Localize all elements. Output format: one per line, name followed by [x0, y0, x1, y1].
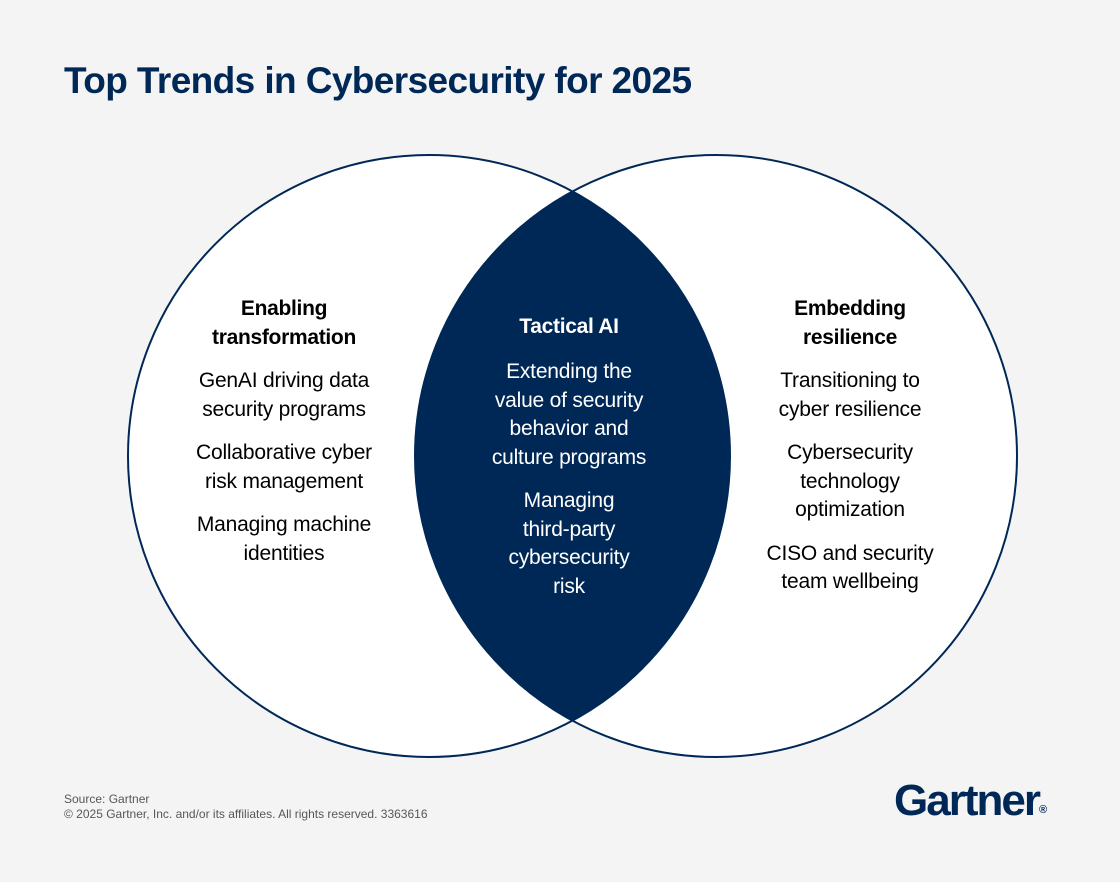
- page-title: Top Trends in Cybersecurity for 2025: [64, 60, 692, 101]
- trend-item: Managing machine identities: [196, 513, 372, 565]
- center-group: Tactical AI Extending the value of secur…: [491, 312, 647, 601]
- left-group: Enabling transformation GenAI driving da…: [196, 294, 372, 568]
- trend-item: Managing third-party cybersecurity risk: [508, 489, 630, 598]
- source-text: Source: Gartner: [64, 792, 150, 806]
- left-heading: Enabling transformation: [212, 297, 356, 349]
- trend-item: Transitioning to cyber resilience: [778, 369, 922, 421]
- footer-source: Source: Gartner © 2025 Gartner, Inc. and…: [64, 792, 428, 822]
- trend-item: Cybersecurity technology optimization: [787, 441, 913, 521]
- center-heading: Tactical AI: [519, 315, 619, 338]
- right-heading: Embedding resilience: [794, 297, 906, 349]
- right-group: Embedding resilience Transitioning to cy…: [767, 294, 934, 597]
- gartner-logo: Gartner®: [894, 776, 1048, 825]
- trend-item: Collaborative cyber risk management: [196, 441, 372, 493]
- intersection-lens: [415, 155, 730, 757]
- registered-mark-icon: ®: [1038, 804, 1048, 816]
- trend-item: Extending the value of security behavior…: [491, 360, 647, 469]
- trend-item: CISO and security team wellbeing: [766, 541, 934, 594]
- copyright-text: © 2025 Gartner, Inc. and/or its affiliat…: [64, 807, 428, 821]
- trend-item: GenAI driving data security programs: [198, 369, 370, 421]
